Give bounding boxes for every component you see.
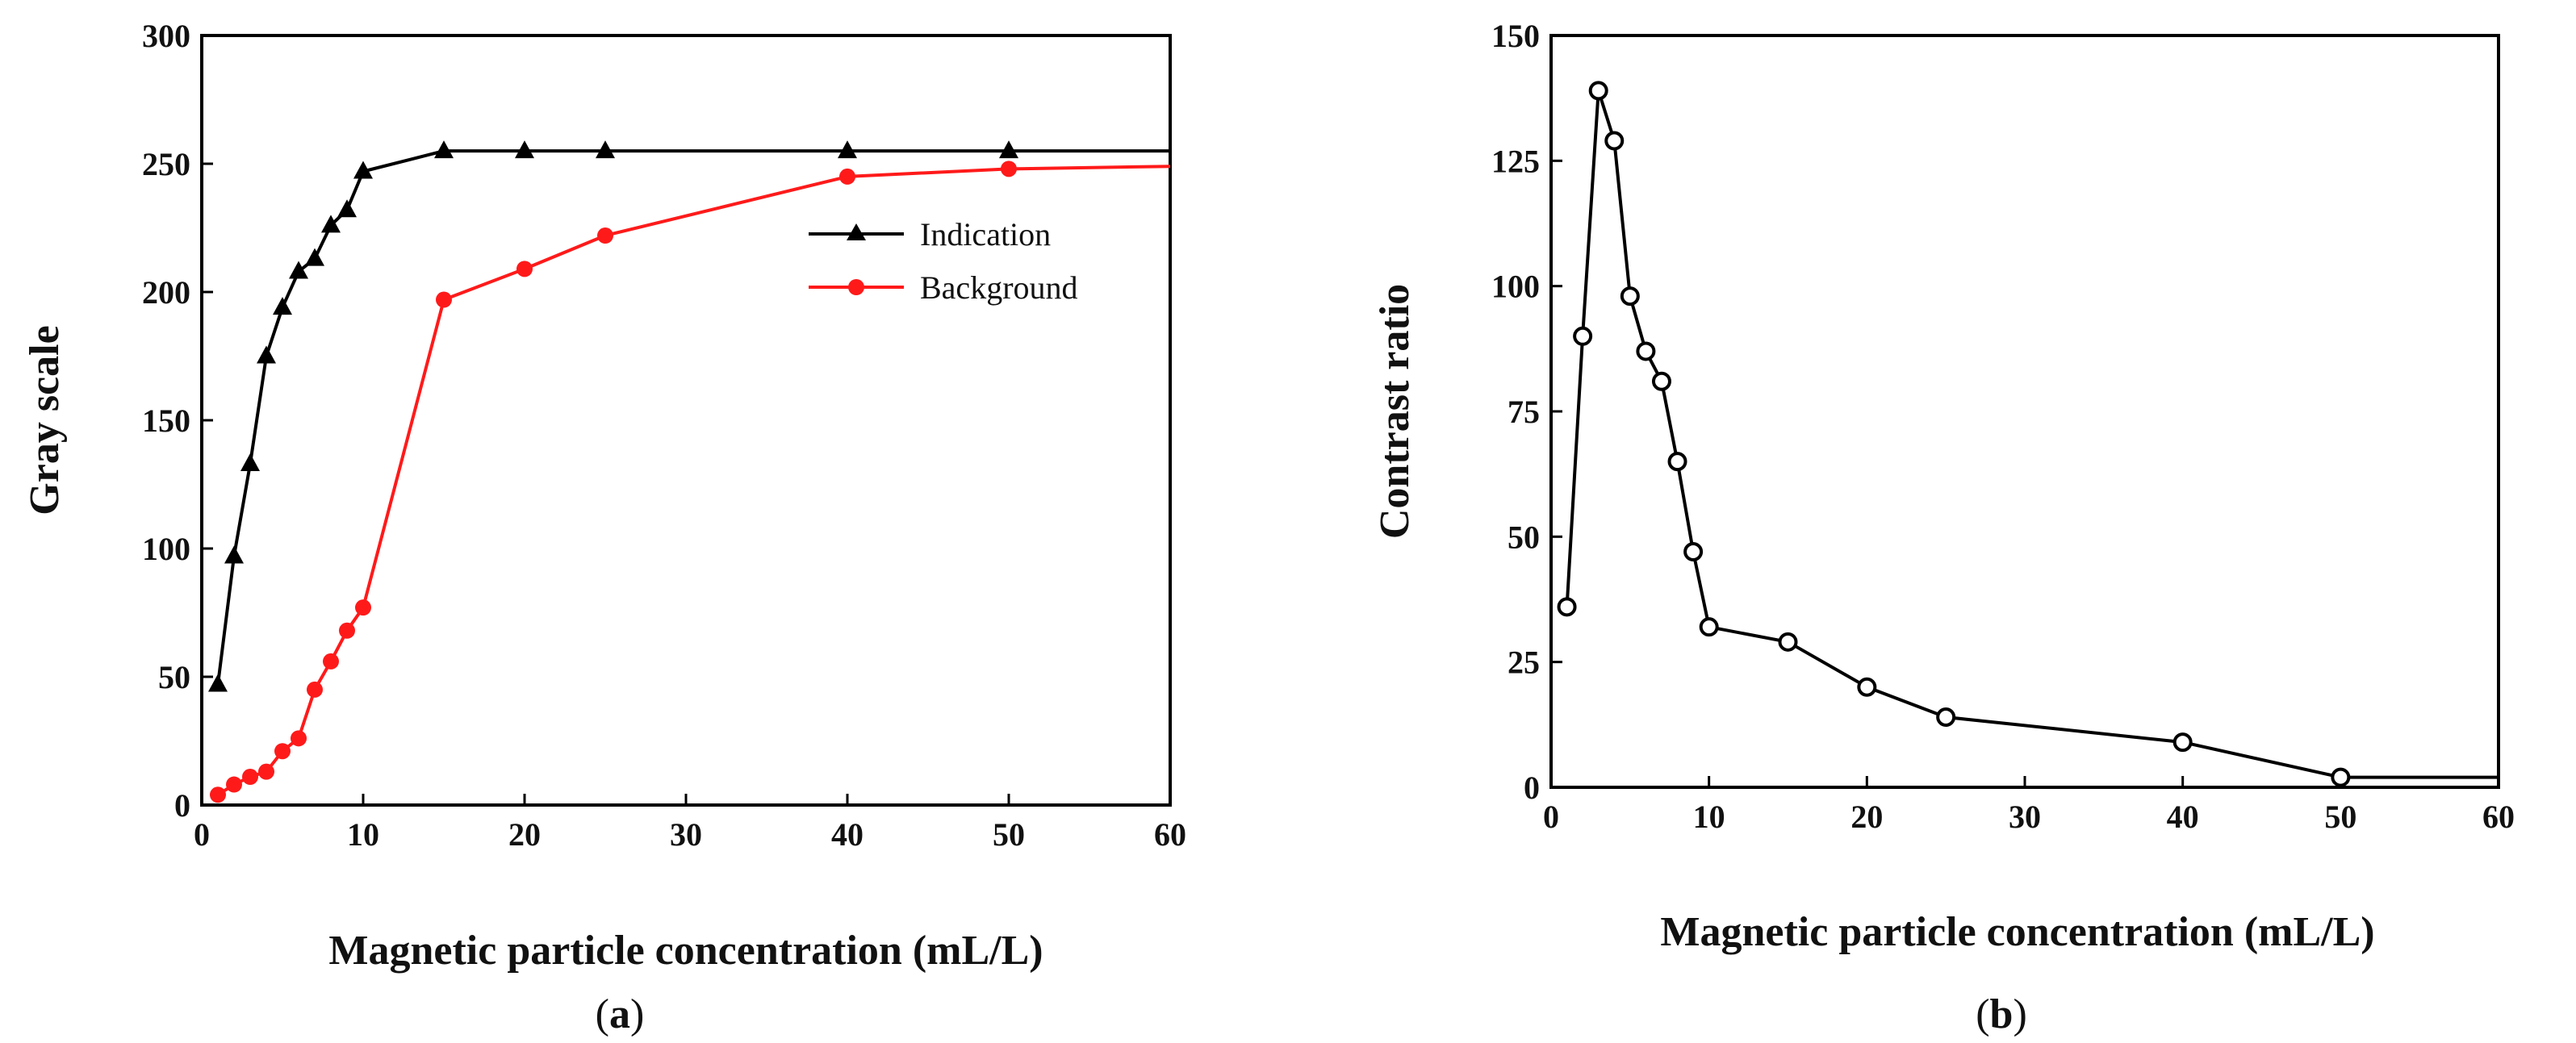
series-line-indication — [216, 149, 1170, 685]
data-point-background — [274, 743, 291, 760]
y-tick-label: 150 — [1491, 18, 1540, 54]
data-point-background — [226, 776, 242, 793]
data-point-indication — [434, 140, 454, 159]
x-tick-label: 0 — [1543, 799, 1559, 835]
panel-label-b: (b) — [1976, 991, 2027, 1037]
data-point-indication — [337, 199, 357, 218]
data-point-indication — [999, 140, 1018, 159]
x-axis-label-b: Magnetic particle concentration (mL/L) — [1660, 909, 2374, 955]
data-point-indication — [224, 545, 244, 564]
data-point-indication — [257, 345, 276, 364]
legend-label-indication: Indication — [920, 216, 1051, 252]
x-tick-label: 50 — [993, 816, 1025, 853]
data-point-background — [1001, 161, 1017, 177]
y-tick-label: 75 — [1508, 394, 1540, 430]
chart-a: 0 10 20 30 40 50 60 0 50 100 150 200 250 300 Magneti… — [22, 18, 1186, 1037]
y-tick-label: 0 — [174, 787, 190, 824]
x-tick-label: 20 — [508, 816, 541, 853]
data-point-contrast-ratio — [1699, 617, 1719, 637]
data-point-contrast-ratio — [1936, 707, 1956, 728]
data-point-contrast-ratio — [1683, 541, 1704, 561]
data-point-background — [258, 763, 274, 780]
series-line-background — [216, 165, 1171, 796]
x-tick-label: 10 — [1693, 799, 1725, 835]
series-line-contrast-ratio — [1565, 89, 2499, 779]
x-tick-label: 30 — [2009, 799, 2041, 835]
x-tick-label: 0 — [194, 816, 210, 853]
y-tick-label: 0 — [1524, 770, 1540, 806]
legend-marker-indication — [847, 223, 866, 240]
data-point-contrast-ratio — [1651, 371, 1671, 391]
x-tick-label: 40 — [2167, 799, 2199, 835]
data-point-background — [516, 261, 533, 277]
data-point-contrast-ratio — [1573, 326, 1593, 346]
y-tick-label: 100 — [142, 531, 190, 567]
legend-label-background: Background — [920, 269, 1078, 306]
data-point-indication — [305, 248, 324, 266]
data-point-indication — [240, 453, 260, 472]
x-tick-label: 60 — [2482, 799, 2515, 835]
data-point-contrast-ratio — [1636, 341, 1656, 361]
x-tick-label: 30 — [670, 816, 702, 853]
y-tick-label: 150 — [142, 403, 190, 439]
x-tick-label: 40 — [831, 816, 864, 853]
data-point-background — [339, 622, 355, 639]
data-point-indication — [321, 215, 341, 233]
y-axis-label-b: Contrast ratio — [1372, 284, 1418, 539]
panel-label-a: (a) — [596, 991, 645, 1037]
y-tick-label: 25 — [1508, 645, 1540, 681]
y-tick-label: 200 — [142, 274, 190, 311]
x-tick-label: 50 — [2324, 799, 2356, 835]
data-point-indication — [273, 297, 292, 315]
y-axis-label-a: Gray scale — [22, 325, 68, 515]
data-point-background — [323, 653, 339, 670]
legend-marker-background — [848, 279, 864, 295]
data-point-contrast-ratio — [1857, 677, 1877, 697]
x-tick-label: 20 — [1850, 799, 1883, 835]
data-point-background — [839, 168, 855, 185]
data-point-indication — [838, 140, 857, 159]
data-point-contrast-ratio — [1557, 597, 1577, 617]
chart-b: 0 10 20 30 40 50 60 0 25 50 75 100 125 150 Magnetic … — [1372, 18, 2515, 1037]
data-point-contrast-ratio — [1604, 131, 1625, 151]
data-point-background — [242, 769, 258, 786]
data-point-background — [210, 786, 226, 803]
x-tick-label: 60 — [1154, 816, 1186, 853]
y-tick-label: 250 — [142, 146, 190, 182]
data-point-background — [436, 291, 452, 308]
data-point-indication — [289, 261, 308, 279]
data-point-background — [291, 730, 307, 747]
y-tick-label: 125 — [1491, 143, 1540, 179]
data-point-contrast-ratio — [1588, 81, 1608, 101]
data-point-contrast-ratio — [2172, 732, 2193, 753]
y-tick-label: 100 — [1491, 269, 1540, 305]
data-point-background — [597, 227, 613, 244]
data-point-indication — [208, 674, 228, 692]
x-tick-label: 10 — [347, 816, 379, 853]
data-point-indication — [353, 161, 373, 179]
data-point-contrast-ratio — [2331, 767, 2351, 787]
y-tick-label: 50 — [1508, 519, 1540, 555]
plot-frame-b — [1549, 34, 2500, 789]
data-point-background — [355, 599, 371, 616]
data-point-contrast-ratio — [1667, 452, 1687, 472]
data-point-contrast-ratio — [1778, 632, 1798, 652]
data-point-indication — [596, 140, 615, 159]
data-point-contrast-ratio — [1620, 286, 1640, 307]
data-point-background — [307, 681, 323, 698]
legend-a: Indication Background — [809, 216, 1078, 306]
data-point-indication — [515, 140, 534, 159]
y-tick-label: 50 — [158, 659, 190, 695]
y-tick-label: 300 — [142, 18, 190, 54]
x-axis-label-a: Magnetic particle concentration (mL/L) — [328, 928, 1043, 974]
